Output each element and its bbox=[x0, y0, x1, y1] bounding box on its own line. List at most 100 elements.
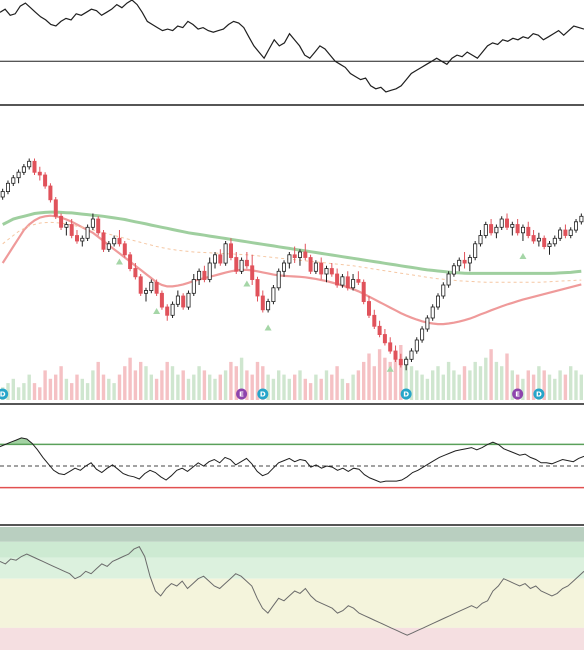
volume-bar bbox=[372, 366, 376, 400]
volume-bar bbox=[133, 370, 138, 400]
volume-bar bbox=[59, 366, 63, 400]
volume-bar bbox=[293, 374, 297, 400]
volume-bar bbox=[117, 374, 122, 400]
candlestick bbox=[64, 221, 69, 236]
volume-bar bbox=[223, 370, 228, 400]
candle-body bbox=[21, 166, 26, 173]
volume-bar bbox=[208, 374, 212, 400]
candlestick bbox=[266, 298, 271, 313]
candle-body bbox=[170, 303, 175, 316]
volume-bar bbox=[500, 366, 504, 400]
oscillator-band bbox=[0, 627, 584, 650]
volume-bar bbox=[32, 383, 37, 400]
volume-bar bbox=[399, 345, 403, 400]
volume-bar bbox=[234, 366, 238, 400]
candlestick bbox=[16, 169, 21, 184]
candlestick bbox=[112, 235, 117, 247]
candle-body bbox=[149, 281, 154, 291]
candlestick bbox=[281, 260, 286, 277]
candlestick bbox=[154, 279, 159, 296]
volume-bar bbox=[144, 366, 148, 400]
volume-bar bbox=[192, 374, 196, 400]
candlestick bbox=[170, 301, 175, 318]
marker-circle bbox=[512, 388, 524, 400]
volume-bar bbox=[101, 374, 106, 400]
volume-bar bbox=[420, 374, 424, 400]
candlestick bbox=[53, 197, 58, 219]
candlestick bbox=[228, 238, 233, 261]
volume-bar bbox=[245, 370, 249, 400]
volume-bar bbox=[170, 366, 175, 400]
candlestick bbox=[297, 249, 302, 266]
signal-markers bbox=[115, 253, 527, 372]
candlestick bbox=[446, 271, 451, 288]
candle-body bbox=[143, 290, 148, 294]
volume-bar bbox=[91, 370, 95, 400]
candlestick bbox=[414, 337, 419, 354]
candle-body bbox=[510, 224, 515, 228]
candlestick bbox=[515, 219, 520, 236]
marker-label: D bbox=[536, 391, 542, 399]
candle-body bbox=[356, 279, 361, 283]
candle-body bbox=[420, 328, 425, 341]
volume-bar bbox=[489, 349, 493, 400]
oscillator-band bbox=[0, 557, 584, 579]
marker-circle bbox=[533, 388, 545, 400]
candle-body bbox=[478, 235, 483, 245]
candle-body bbox=[43, 174, 48, 187]
top-indicator-line bbox=[0, 0, 584, 93]
volume-bar bbox=[579, 374, 583, 400]
candle-body bbox=[340, 276, 345, 286]
candle-body bbox=[335, 273, 340, 286]
dividend-marker: D bbox=[257, 388, 269, 400]
candlestick bbox=[526, 221, 531, 239]
candlestick bbox=[558, 227, 563, 241]
candlestick bbox=[441, 282, 446, 299]
candle-body bbox=[271, 287, 276, 302]
candle-body bbox=[366, 301, 371, 316]
candle-body bbox=[446, 273, 451, 286]
candle-body bbox=[409, 350, 414, 360]
candlestick bbox=[478, 230, 483, 247]
candlestick bbox=[366, 296, 371, 318]
candle-body bbox=[281, 262, 286, 272]
candlestick bbox=[292, 246, 297, 263]
volume-bar bbox=[218, 374, 222, 400]
candlestick bbox=[27, 158, 32, 170]
volume-bar bbox=[319, 378, 323, 400]
candle-body bbox=[239, 259, 244, 272]
candlestick bbox=[308, 254, 313, 274]
candlestick bbox=[345, 271, 350, 291]
candlestick bbox=[504, 213, 509, 230]
candlestick bbox=[59, 213, 64, 230]
candlestick bbox=[6, 180, 11, 195]
volume-bar bbox=[282, 374, 286, 400]
candlestick bbox=[271, 285, 276, 305]
candle-body bbox=[499, 218, 504, 228]
volume-bar bbox=[393, 353, 398, 400]
volume-bar bbox=[6, 383, 10, 400]
volume-bar bbox=[160, 370, 164, 400]
candlestick bbox=[467, 254, 472, 272]
volume-bar bbox=[123, 366, 127, 400]
candle-body bbox=[37, 171, 42, 176]
volume-bar bbox=[569, 366, 573, 400]
candle-body bbox=[414, 339, 419, 352]
candlestick bbox=[462, 252, 467, 269]
candle-body bbox=[393, 350, 398, 360]
candle-body bbox=[297, 251, 302, 258]
candlestick bbox=[80, 235, 85, 247]
volume-bar bbox=[425, 378, 430, 400]
oscillator-bands bbox=[0, 527, 584, 650]
moving-average-fast-line bbox=[1, 214, 582, 326]
candle-body bbox=[313, 262, 318, 272]
candle-body bbox=[303, 251, 308, 258]
candlestick bbox=[579, 213, 584, 225]
candlestick bbox=[133, 263, 138, 280]
candle-body bbox=[128, 254, 133, 270]
volume-bar bbox=[542, 370, 546, 400]
candle-body bbox=[122, 243, 127, 256]
moving-average-slow-line bbox=[2, 210, 582, 275]
dividend-marker: D bbox=[400, 388, 412, 400]
volume-bar bbox=[64, 378, 69, 400]
